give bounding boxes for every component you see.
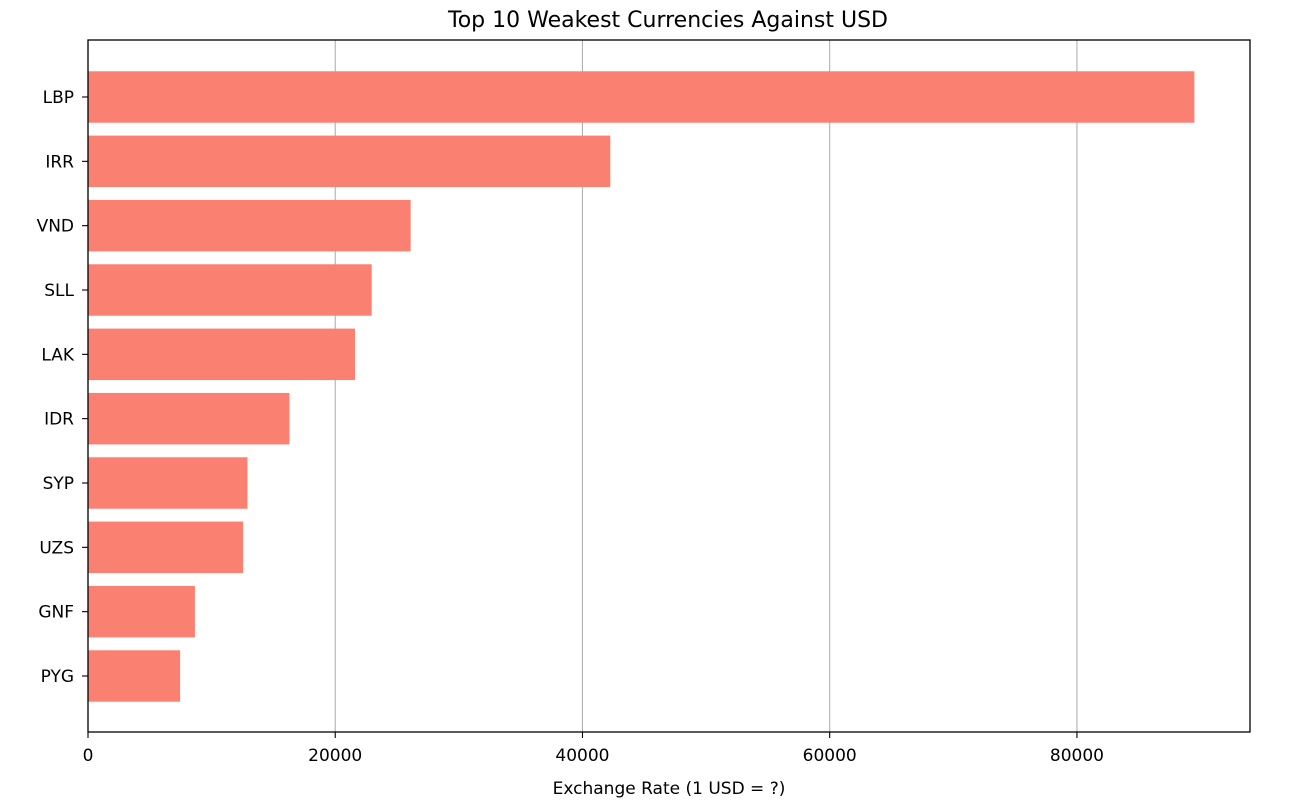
y-tick-label: PYG [41,667,74,687]
bar-syp [88,457,248,509]
y-tick-label: SLL [44,281,74,301]
y-tick-label: VND [37,217,74,237]
x-axis-ticks: 0 20000 40000 60000 80000 [83,732,1104,766]
y-tick-label: GNF [38,603,74,623]
y-tick-label: IRR [45,152,74,172]
bar-vnd [88,199,411,252]
y-tick-label: LBP [43,88,74,108]
plot-frame [87,39,1251,733]
y-tick-label: IDR [44,410,74,430]
y-tick-label: UZS [39,538,74,558]
y-tick-label: SYP [43,474,74,494]
bar-gnf [88,585,195,638]
bars [88,71,1195,702]
x-axis-label: Exchange Rate (1 USD = ?) [553,779,786,799]
y-tick-label: LAK [41,345,74,365]
bar-lbp [88,71,1195,123]
x-tick-label: 80000 [1050,746,1104,766]
chart-title: Top 10 Weakest Currencies Against USD [447,8,888,33]
bar-irr [88,135,611,188]
bar-idr [88,392,290,445]
x-tick-label: 40000 [555,746,609,766]
x-tick-label: 20000 [308,746,362,766]
x-tick-label: 60000 [803,746,857,766]
bar-sll [88,264,372,316]
y-axis-ticks: LBP IRR VND SLL LAK IDR SYP UZS GNF PYG [37,88,88,687]
x-tick-label: 0 [83,746,94,766]
bar-lak [88,328,356,381]
bar-pyg [88,650,181,702]
bar-uzs [88,521,244,574]
